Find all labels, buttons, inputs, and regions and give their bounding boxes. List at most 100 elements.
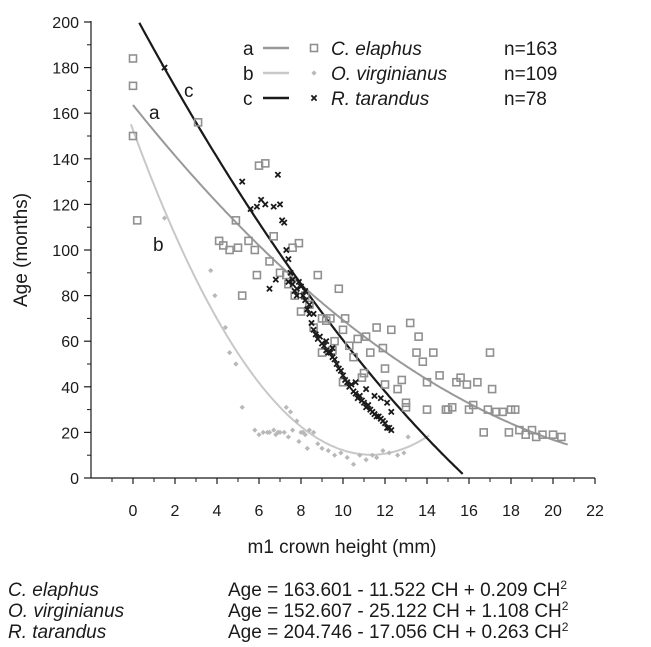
point-c: [295, 278, 303, 286]
x-tick-label: 2: [171, 503, 180, 520]
y-tick-label: 180: [52, 61, 79, 78]
legend-marker-x: [310, 94, 318, 102]
point-a: [506, 405, 516, 414]
point-c: [308, 319, 315, 327]
point-a: [485, 348, 495, 357]
equation-exponent: 2: [560, 578, 568, 592]
point-a: [538, 430, 547, 439]
point-b: [344, 454, 350, 461]
y-tick-label: 200: [52, 15, 79, 32]
point-b: [306, 427, 312, 433]
point-a: [401, 398, 411, 408]
point-c: [262, 201, 269, 208]
y-tick-label: 120: [52, 197, 79, 214]
point-b: [296, 438, 302, 445]
point-b: [260, 429, 266, 435]
point-a: [414, 332, 423, 341]
point-a: [330, 336, 339, 346]
legend-marker-square: [309, 43, 319, 53]
point-b: [300, 429, 306, 435]
point-a: [483, 405, 493, 414]
point-a: [422, 405, 432, 414]
x-tick-label: 16: [460, 503, 478, 520]
point-c: [362, 385, 370, 393]
point-c: [371, 392, 378, 400]
point-a: [244, 236, 253, 246]
point-b: [227, 350, 233, 356]
point-c: [310, 326, 317, 334]
point-a: [252, 270, 262, 280]
point-c: [316, 333, 324, 340]
point-c: [388, 426, 395, 434]
point-a: [418, 357, 428, 367]
point-a: [326, 314, 335, 323]
point-c: [364, 401, 372, 409]
point-c: [270, 203, 277, 210]
point-c: [289, 280, 296, 288]
point-a: [372, 323, 381, 332]
point-b: [239, 404, 245, 410]
point-c: [247, 205, 254, 213]
x-tick-label: 18: [502, 503, 520, 520]
y-axis-label: Age (months): [11, 193, 32, 307]
point-c: [287, 269, 294, 277]
point-a: [456, 373, 465, 382]
point-c: [272, 276, 280, 283]
point-c: [320, 342, 328, 349]
point-a: [435, 371, 444, 380]
point-a: [361, 332, 371, 341]
point-a: [380, 380, 390, 389]
y-tick-label: 0: [70, 471, 79, 488]
point-c: [306, 301, 313, 308]
point-b: [304, 445, 310, 451]
point-a: [405, 318, 415, 328]
point-a: [557, 432, 566, 442]
y-tick-label: 60: [61, 334, 79, 351]
equation-formula: Age = 204.746 - 17.056 CH + 0.263 CH: [228, 622, 562, 643]
point-a: [443, 405, 453, 414]
point-c: [304, 306, 311, 313]
point-c: [293, 292, 301, 299]
curve-label-a: a: [149, 103, 160, 124]
equation-species: C. elaphus: [8, 580, 99, 601]
point-c: [329, 344, 336, 352]
point-c: [322, 337, 330, 345]
point-c: [285, 255, 292, 263]
point-c: [333, 360, 340, 368]
equation-exponent: 2: [561, 599, 569, 613]
point-b: [256, 432, 262, 438]
legend-marker-diamond: [311, 70, 317, 76]
equation-row: O. virginianus Age = 152.607 - 25.122 CH …: [8, 599, 569, 622]
axes: 0 20 40 60 80 100 120 140 160 180 200 0 2 4 6 8 10 12 14 16…: [52, 15, 604, 520]
x-axis-label: m1 crown height (mm): [248, 537, 437, 558]
point-c: [285, 278, 292, 286]
point-a: [260, 159, 270, 168]
equation-formula: Age = 163.601 - 11.522 CH + 0.209 CH: [228, 580, 561, 601]
point-b: [401, 450, 407, 456]
x-tick-label: 14: [418, 503, 436, 520]
y-tick-label: 160: [52, 106, 79, 123]
x-tick-label: 8: [297, 503, 306, 520]
point-b: [275, 429, 281, 435]
point-a: [294, 238, 304, 248]
equation-row: R. tarandus Age = 204.746 - 17.056 CH + 0…: [8, 621, 568, 643]
point-b: [208, 267, 214, 274]
point-a: [233, 243, 243, 253]
x-tick-label: 22: [586, 503, 604, 520]
point-a: [365, 348, 375, 357]
point-a: [515, 425, 524, 435]
point-b: [386, 450, 392, 456]
point-c: [337, 367, 345, 375]
point-b: [281, 429, 287, 435]
point-a: [313, 270, 323, 280]
point-b: [264, 429, 270, 435]
equation-row: C. elaphus Age = 163.601 - 11.522 CH + 0.…: [8, 578, 568, 601]
legend-n: n=109: [504, 64, 557, 85]
point-a: [128, 54, 138, 63]
point-b: [357, 452, 363, 458]
point-a: [498, 407, 507, 417]
point-a: [548, 430, 558, 439]
point-a: [393, 384, 402, 394]
point-a: [428, 348, 438, 357]
point-c: [276, 201, 284, 208]
